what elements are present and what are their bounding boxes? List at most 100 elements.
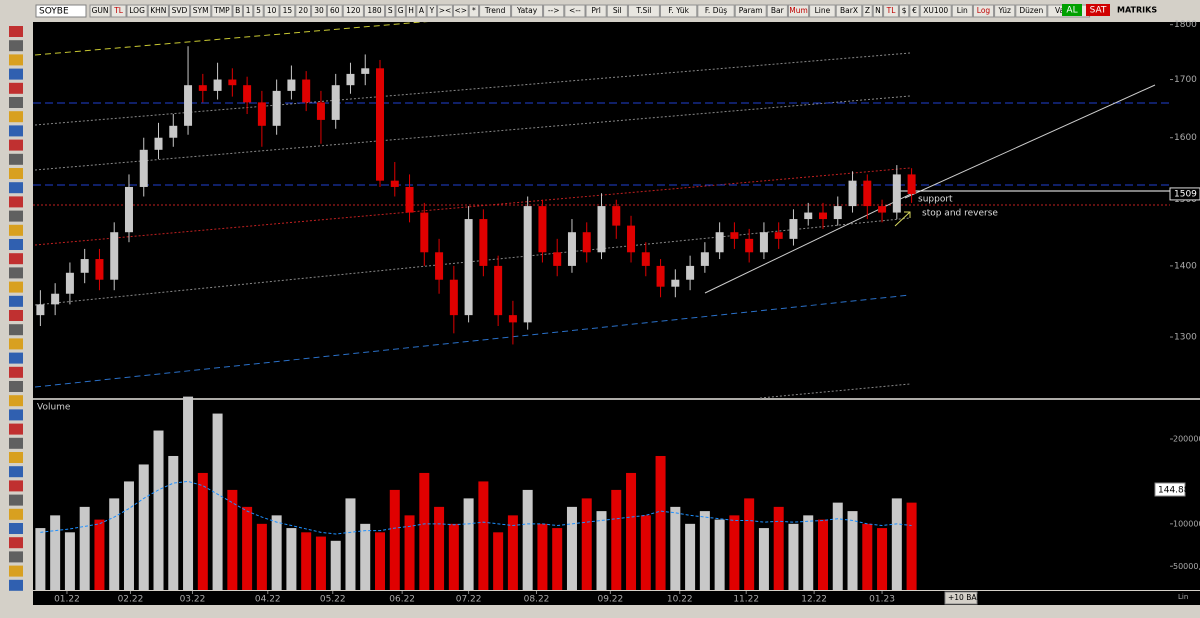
- toolbar-button[interactable]: [211, 4, 233, 18]
- toolbar-button[interactable]: [295, 4, 312, 18]
- toolbar-button[interactable]: [766, 4, 788, 18]
- toolbar-button[interactable]: [168, 4, 191, 18]
- tool-icon[interactable]: [9, 551, 23, 563]
- tool-icon[interactable]: [9, 111, 23, 123]
- toolbar-button[interactable]: [147, 4, 169, 18]
- toolbar-button[interactable]: [909, 4, 920, 18]
- tool-icon[interactable]: [9, 537, 23, 549]
- toolbar-button[interactable]: [606, 4, 628, 18]
- toolbar-button[interactable]: [787, 4, 810, 18]
- toolbar-button[interactable]: [253, 4, 264, 18]
- tool-icon[interactable]: [9, 423, 23, 435]
- tool-icon[interactable]: [9, 253, 23, 265]
- tool-icon[interactable]: [9, 40, 23, 52]
- y-tick-label: 100000,: [1173, 519, 1200, 528]
- tool-icon[interactable]: [9, 452, 23, 463]
- tool-icon[interactable]: [9, 210, 23, 222]
- toolbar-button[interactable]: [468, 4, 480, 18]
- tool-icon[interactable]: [9, 310, 23, 321]
- tool-icon[interactable]: [9, 125, 23, 137]
- tool-icon[interactable]: [9, 26, 23, 37]
- toolbar-button[interactable]: [190, 4, 212, 18]
- toolbar-button[interactable]: [126, 4, 148, 18]
- toolbar-label: SYM: [193, 6, 209, 15]
- toolbar-button[interactable]: [627, 4, 660, 18]
- toolbar-button[interactable]: [734, 4, 767, 18]
- tool-icon[interactable]: [9, 366, 23, 378]
- toolbar-button[interactable]: [511, 4, 544, 18]
- toolbar-button[interactable]: [242, 4, 254, 18]
- toolbar-button[interactable]: [809, 4, 836, 18]
- toolbar-button[interactable]: [898, 4, 910, 18]
- tool-icon[interactable]: [9, 409, 23, 421]
- toolbar-button[interactable]: [862, 4, 873, 18]
- toolbar-button[interactable]: [426, 4, 438, 18]
- tool-icon[interactable]: [9, 395, 23, 407]
- tool-icon[interactable]: [9, 437, 23, 449]
- toolbar-button[interactable]: [279, 4, 296, 18]
- volume-bar: [153, 430, 164, 590]
- tool-icon[interactable]: [9, 97, 23, 108]
- toolbar-button[interactable]: [385, 4, 396, 18]
- tool-icon[interactable]: [9, 82, 23, 94]
- toolbar-button[interactable]: [89, 4, 111, 18]
- tool-icon[interactable]: [9, 281, 23, 293]
- tool-icon[interactable]: [9, 565, 23, 577]
- toolbar-button[interactable]: [835, 4, 863, 18]
- toolbar-button[interactable]: [232, 4, 243, 18]
- toolbar-button[interactable]: [919, 4, 952, 18]
- tool-icon[interactable]: [9, 480, 23, 492]
- toolbar-button[interactable]: [437, 4, 453, 18]
- toolbar-button[interactable]: [405, 4, 417, 18]
- toolbar-button[interactable]: [951, 4, 973, 18]
- tool-icon[interactable]: [9, 267, 23, 279]
- toolbar-button[interactable]: [543, 4, 565, 18]
- tool-icon[interactable]: [9, 168, 23, 179]
- sell-button[interactable]: [1086, 4, 1110, 16]
- toolbar-button[interactable]: [342, 4, 364, 18]
- tool-icon[interactable]: [9, 68, 23, 80]
- tool-icon[interactable]: [9, 508, 23, 520]
- toolbar-label: $: [902, 6, 907, 15]
- toolbar-button[interactable]: [263, 4, 280, 18]
- footer-button[interactable]: [944, 591, 978, 605]
- tool-icon[interactable]: [9, 54, 23, 66]
- tool-icon[interactable]: [9, 196, 23, 208]
- tool-icon[interactable]: [9, 324, 23, 336]
- tool-icon[interactable]: [9, 466, 23, 478]
- tool-icon[interactable]: [9, 579, 23, 591]
- toolbar-button[interactable]: [972, 4, 995, 18]
- toolbar-button[interactable]: [659, 4, 698, 18]
- toolbar-button[interactable]: [479, 4, 512, 18]
- toolbar-button[interactable]: [564, 4, 586, 18]
- toolbar-button[interactable]: [110, 4, 127, 18]
- toolbar-button[interactable]: [883, 4, 899, 18]
- toolbar-button[interactable]: [416, 4, 427, 18]
- tool-icon[interactable]: [9, 182, 23, 194]
- toolbar-label: Yatay: [516, 6, 538, 15]
- toolbar-button[interactable]: [994, 4, 1016, 18]
- tool-icon[interactable]: [9, 381, 23, 392]
- tool-icon[interactable]: [9, 295, 23, 307]
- tool-icon[interactable]: [9, 153, 23, 165]
- tool-icon[interactable]: [9, 139, 23, 151]
- tool-icon[interactable]: [9, 523, 23, 534]
- tool-icon[interactable]: [9, 494, 23, 506]
- buy-button[interactable]: [1062, 4, 1082, 16]
- tool-icon[interactable]: [9, 224, 23, 236]
- toolbar-button[interactable]: [395, 4, 406, 18]
- toolbar-button[interactable]: [363, 4, 386, 18]
- toolbar-label: Trend: [484, 6, 506, 15]
- toolbar-button[interactable]: [452, 4, 469, 18]
- toolbar-button[interactable]: [585, 4, 607, 18]
- tool-icon[interactable]: [9, 338, 23, 350]
- toolbar-button[interactable]: [697, 4, 735, 18]
- toolbar-button[interactable]: [311, 4, 327, 18]
- ma-line: [40, 480, 912, 535]
- tool-icon[interactable]: [9, 239, 23, 250]
- toolbar-button[interactable]: [326, 4, 343, 18]
- toolbar-button[interactable]: [872, 4, 884, 18]
- toolbar-button[interactable]: [1015, 4, 1048, 18]
- tool-icon[interactable]: [9, 352, 23, 364]
- toolbar-label: Düzen: [1019, 6, 1043, 15]
